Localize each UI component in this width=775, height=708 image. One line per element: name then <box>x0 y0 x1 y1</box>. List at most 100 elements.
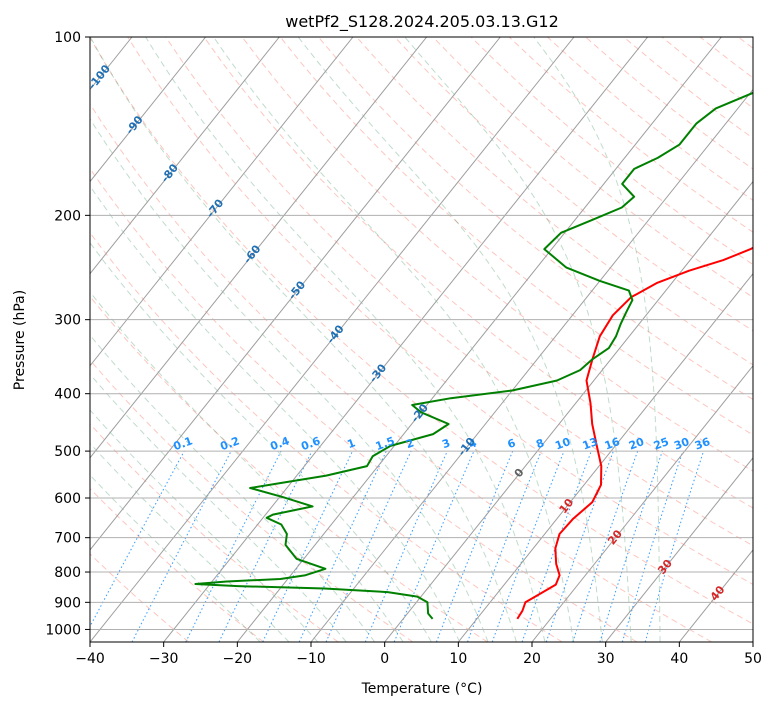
mixing-ratio-line <box>572 450 639 642</box>
mixing-ratio-line <box>435 450 514 642</box>
dry-adiabat <box>90 553 190 642</box>
isotherm <box>90 37 280 275</box>
mixing-ratio-label: 0.4 <box>269 434 292 453</box>
moist-adiabat <box>90 442 290 642</box>
mixing-ratio-label: 0.2 <box>219 434 242 453</box>
moist-adiabat <box>90 185 461 642</box>
dry-adiabat <box>165 37 753 547</box>
mixing-ratio-label: 6 <box>506 436 518 451</box>
y-tick-label: 300 <box>54 313 81 329</box>
mixing-ratio-label: 0.1 <box>172 434 195 453</box>
moist-adiabat <box>90 291 404 642</box>
mixing-ratio-label: 1.5 <box>374 434 397 453</box>
mixing-ratio-line <box>644 450 705 642</box>
isotherm <box>0 37 58 642</box>
moist-adiabat <box>90 37 517 642</box>
y-tick-label: 100 <box>54 30 81 46</box>
dry-adiabat <box>241 37 753 472</box>
x-tick-label: −20 <box>223 651 253 667</box>
x-tick-label: 10 <box>449 651 467 667</box>
dry-adiabat <box>699 37 753 79</box>
y-tick-label: 900 <box>54 595 81 611</box>
y-tick-label: 800 <box>54 565 81 581</box>
moist-adiabat <box>297 37 603 642</box>
x-axis-title: Temperature (°C) <box>361 681 483 697</box>
dry-adiabat <box>318 37 753 401</box>
mixing-ratio-label: 1 <box>345 436 357 451</box>
mixing-ratio-label: 30 <box>672 435 691 453</box>
mixing-ratio-label: 16 <box>603 435 622 453</box>
dry-adiabat <box>90 103 712 642</box>
isotherm <box>90 37 428 459</box>
temperature-profile <box>516 246 753 620</box>
isotherm <box>90 37 354 367</box>
mixing-ratio-line <box>521 450 592 642</box>
isotherm <box>457 272 753 642</box>
dry-adiabat <box>90 295 488 642</box>
dry-adiabat <box>90 37 753 625</box>
y-tick-label: 400 <box>54 387 81 403</box>
dry-adiabat <box>90 423 339 642</box>
mixing-ratio-line <box>90 450 185 628</box>
isotherm <box>90 37 501 551</box>
dry-adiabat <box>432 37 753 298</box>
dry-adiabat <box>127 37 753 586</box>
y-axis-ticks: 100 200 300 400 500 600 700 800 900 1000 <box>45 30 90 638</box>
isotherm-label: 20 <box>605 527 625 547</box>
moist-adiabat <box>90 334 376 642</box>
mixing-ratio-label: 3 <box>440 436 452 451</box>
x-tick-label: −40 <box>75 651 105 667</box>
isotherm <box>752 641 753 642</box>
y-tick-label: 600 <box>54 491 81 507</box>
dry-adiabat <box>90 231 563 642</box>
background-lines <box>90 37 753 642</box>
dry-adiabat <box>508 37 753 233</box>
moist-adiabat <box>90 373 347 642</box>
y-tick-label: 500 <box>54 444 81 460</box>
dry-adiabat <box>394 37 753 332</box>
dry-adiabat <box>470 37 753 266</box>
mixing-ratio-line <box>545 450 614 642</box>
mixing-ratio-line <box>298 450 387 642</box>
x-tick-label: −10 <box>296 651 326 667</box>
mixing-ratio-line <box>491 450 565 642</box>
isotherm <box>236 37 722 642</box>
mixing-ratio-line <box>393 450 475 642</box>
moist-adiabat <box>404 37 632 642</box>
x-tick-label: 30 <box>597 651 615 667</box>
isotherm <box>531 364 753 642</box>
mixing-ratio-label: 20 <box>627 435 646 453</box>
plot-frame <box>89 36 754 643</box>
isotherm <box>384 180 753 642</box>
y-axis-title: Pressure (hPa) <box>12 290 28 390</box>
moist-adiabat <box>533 37 661 642</box>
x-tick-label: −30 <box>149 651 179 667</box>
mixing-ratio-line <box>325 450 412 642</box>
y-tick-label: 200 <box>54 208 81 224</box>
mixing-ratio-label: 36 <box>693 435 712 453</box>
dry-adiabat <box>203 37 753 509</box>
isotherm <box>310 88 753 642</box>
moist-adiabat <box>145 37 546 642</box>
mixing-ratio-label: 8 <box>534 436 546 451</box>
y-tick-label: 700 <box>54 531 81 547</box>
isotherm <box>163 37 649 642</box>
isotherm <box>605 457 753 642</box>
mixing-ratio-label: 0.6 <box>299 434 322 453</box>
profile-lines <box>194 91 753 620</box>
mixing-ratio-line <box>467 450 542 642</box>
moist-adiabat <box>90 474 261 642</box>
x-tick-label: 50 <box>744 651 762 667</box>
dewpoint-profile <box>194 91 753 620</box>
moist-adiabat <box>90 117 489 642</box>
x-tick-label: 40 <box>670 651 688 667</box>
grid-lines <box>0 37 753 642</box>
dry-adiabat <box>547 37 753 201</box>
mixing-ratio-label: 25 <box>652 435 671 452</box>
mixing-ratio-line <box>262 450 353 642</box>
moist-adiabat <box>90 409 319 642</box>
isotherm-label: -30 <box>367 361 390 385</box>
isotherm <box>90 37 207 183</box>
mixing-ratio-line <box>621 450 684 642</box>
